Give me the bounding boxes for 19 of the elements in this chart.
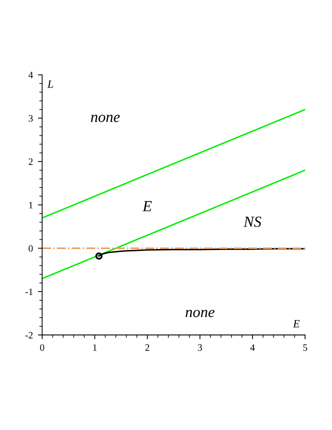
y-tick-label: -1 — [25, 288, 33, 295]
x-tick-label: 0 — [40, 344, 44, 351]
y-tick-label: 2 — [28, 158, 33, 165]
y-tick-label: 3 — [28, 115, 33, 122]
annotation: NS — [243, 216, 262, 227]
x-tick-label: 3 — [198, 344, 202, 351]
y-axis-title: L — [47, 80, 54, 88]
annotation: none — [90, 114, 120, 122]
x-tick-label: 4 — [250, 344, 255, 351]
x-tick-label: 2 — [145, 344, 150, 351]
y-tick-label: 4 — [28, 72, 33, 78]
x-tick-label: 1 — [93, 344, 97, 351]
y-tick-label: -2 — [25, 332, 33, 338]
annotation: none — [186, 310, 214, 318]
annotation: E — [142, 201, 152, 212]
x-axis-title: E — [292, 320, 300, 328]
y-tick-label: 0 — [28, 245, 33, 252]
y-tick-label: 1 — [29, 202, 33, 208]
x-tick-label: 5 — [303, 344, 308, 351]
